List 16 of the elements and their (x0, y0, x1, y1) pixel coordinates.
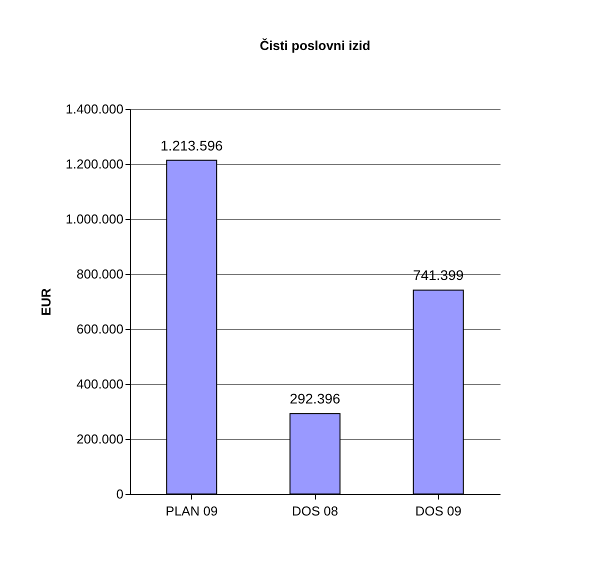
y-axis-title: EUR (38, 288, 54, 316)
y-tick-label: 800.000 (76, 266, 124, 282)
y-tick-label: 1.000.000 (66, 212, 124, 226)
data-label: 292.396 (290, 390, 341, 407)
y-tick-label: 1.400.000 (66, 102, 124, 116)
y-tick-label: 400.000 (76, 376, 124, 392)
y-tick-label: 1.200.000 (66, 156, 124, 172)
y-tick-label: 600.000 (76, 322, 124, 336)
data-label: 741.399 (413, 267, 464, 284)
x-tick-label: DOS 08 (292, 504, 338, 518)
data-label: 1.213.596 (160, 137, 224, 154)
y-tick-label: 200.000 (76, 432, 124, 446)
chart-title: Čisti poslovni izid (260, 38, 370, 53)
y-tick-label: 0 (116, 486, 124, 502)
x-tick-label: PLAN 09 (166, 504, 218, 518)
x-tick-label: DOS 09 (415, 504, 462, 518)
